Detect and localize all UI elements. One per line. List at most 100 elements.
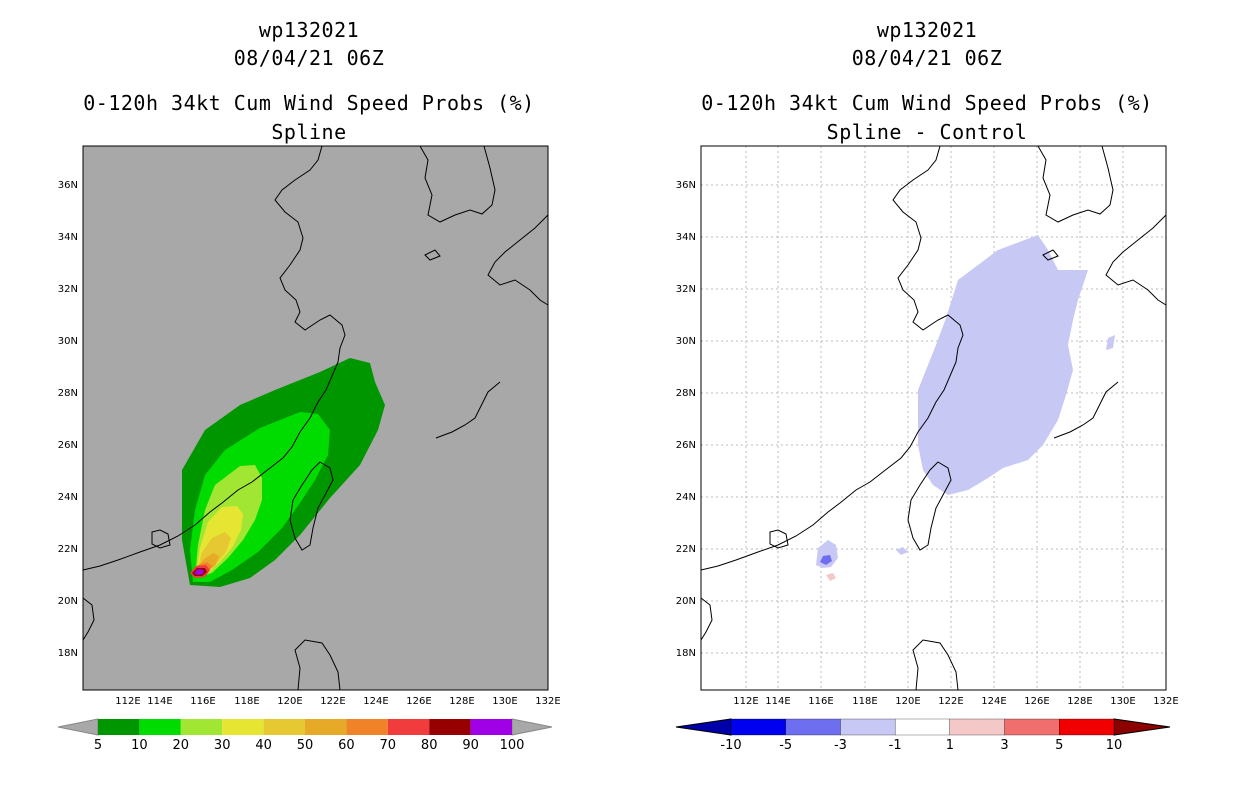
lat-label: 28N [676, 388, 696, 399]
colorbar-label: 100 [500, 738, 525, 753]
subtitle: Spline [271, 120, 347, 144]
storm-id: wp132021 [876, 18, 978, 42]
lon-label: 120E [895, 696, 920, 707]
lon-label: 132E [1153, 696, 1178, 707]
lon-label: 114E [147, 696, 172, 707]
taiwan [907, 461, 952, 551]
taiwan [289, 461, 334, 551]
datetime: 08/04/21 06Z [851, 46, 1003, 70]
vietnam-coast [700, 597, 713, 641]
lat-label: 22N [58, 544, 78, 555]
lon-label: 130E [1110, 696, 1135, 707]
lat-label: 36N [676, 180, 696, 191]
colorbar-label: -5 [779, 738, 792, 753]
colorbar-swatch [470, 719, 512, 735]
colorbar-arrow-low [675, 718, 732, 736]
colorbar-arrow-high [511, 718, 553, 736]
colorbar-arrow-low [57, 718, 99, 736]
colorbar-label: -10 [720, 738, 741, 753]
colorbar-swatch [894, 718, 951, 736]
map-frame [82, 145, 549, 691]
difference-contours [816, 235, 1115, 581]
lat-label: 30N [676, 336, 696, 347]
colorbar-swatch [346, 719, 388, 735]
korea-coast [419, 145, 496, 223]
lat-label: 34N [676, 232, 696, 243]
korea-island [424, 249, 441, 261]
colorbar-label: 60 [338, 738, 355, 753]
left-map: 18N 20N 22N 24N 26N 28N 30N 32N 34N 36N … [57, 145, 561, 753]
lat-label: 26N [676, 440, 696, 451]
datetime: 08/04/21 06Z [233, 46, 385, 70]
lat-label: 26N [58, 440, 78, 451]
colorbar-swatch [1059, 718, 1115, 736]
colorbar-label: -1 [889, 738, 902, 753]
colorbar-swatch [1004, 718, 1060, 736]
lon-label: 118E [852, 696, 877, 707]
colorbar-label: 50 [297, 738, 314, 753]
lon-label: 122E [938, 696, 963, 707]
philippines-luzon [912, 639, 959, 691]
ryukyu-islands [435, 381, 501, 439]
lat-label: 32N [58, 284, 78, 295]
lat-label: 32N [676, 284, 696, 295]
lat-label: 34N [58, 232, 78, 243]
colorbar: -10 -5 -3 -1 1 3 5 10 [675, 718, 1171, 753]
japan-coast [487, 214, 549, 306]
lat-labels: 18N 20N 22N 24N 26N 28N 30N 32N 34N 36N [676, 180, 696, 659]
right-panel: wp132021 08/04/21 06Z 0-120h 34kt Cum Wi… [618, 0, 1236, 800]
lon-label: 112E [733, 696, 758, 707]
china-coast [700, 145, 964, 571]
lat-label: 18N [58, 648, 78, 659]
lon-label: 122E [320, 696, 345, 707]
product-title: 0-120h 34kt Cum Wind Speed Probs (%) [701, 91, 1153, 115]
lat-label: 22N [676, 544, 696, 555]
lon-label: 128E [449, 696, 474, 707]
ryukyu-islands [1053, 381, 1119, 439]
lon-label: 114E [765, 696, 790, 707]
colorbar-swatch [222, 719, 264, 735]
lat-label: 28N [58, 388, 78, 399]
contour-90 [194, 569, 204, 575]
lon-label: 126E [1024, 696, 1049, 707]
hainan [151, 529, 171, 549]
colorbar-label: 10 [1106, 738, 1123, 753]
lat-label: 18N [676, 648, 696, 659]
lon-labels: 112E 114E 116E 118E 120E 122E 124E 126E … [733, 696, 1178, 707]
colorbar-label: 1 [946, 738, 954, 753]
colorbar-swatch [98, 719, 140, 735]
lon-label: 116E [808, 696, 833, 707]
diff-area-neg5 [820, 555, 832, 565]
lon-label: 120E [277, 696, 302, 707]
korea-coast [1037, 145, 1114, 223]
lat-label: 30N [58, 336, 78, 347]
lon-label: 116E [190, 696, 215, 707]
lat-label: 36N [58, 180, 78, 191]
colorbar-label: 3 [1000, 738, 1008, 753]
right-map: 18N 20N 22N 24N 26N 28N 30N 32N 34N 36N … [675, 145, 1179, 753]
lat-label: 24N [58, 492, 78, 503]
hainan [769, 529, 789, 549]
colorbar-label: -3 [834, 738, 847, 753]
colorbar-swatch [785, 718, 841, 736]
colorbar: 5 10 20 30 40 50 60 70 80 90 100 [57, 718, 553, 753]
colorbar-swatch [263, 719, 305, 735]
colorbar-swatch [429, 719, 471, 735]
colorbar-swatch [730, 718, 786, 736]
colorbar-label: 10 [131, 738, 148, 753]
diff-area-neg1 [918, 235, 1088, 495]
lon-labels: 112E 114E 116E 118E 120E 122E 124E 126E … [115, 696, 560, 707]
diff-area-neg1-tw [896, 547, 908, 555]
colorbar-label: 70 [380, 738, 397, 753]
colorbar-swatch [305, 719, 347, 735]
colorbar-label: 80 [421, 738, 438, 753]
colorbar-label: 5 [1055, 738, 1063, 753]
coastlines [700, 145, 1167, 691]
lat-labels: 18N 20N 22N 24N 26N 28N 30N 32N 34N 36N [58, 180, 78, 659]
left-panel: wp132021 08/04/21 06Z 0-120h 34kt Cum Wi… [57, 18, 561, 753]
colorbar-label: 5 [94, 738, 102, 753]
lon-label: 132E [535, 696, 560, 707]
lon-label: 126E [406, 696, 431, 707]
storm-id: wp132021 [258, 18, 360, 42]
colorbar-swatch [387, 719, 430, 735]
